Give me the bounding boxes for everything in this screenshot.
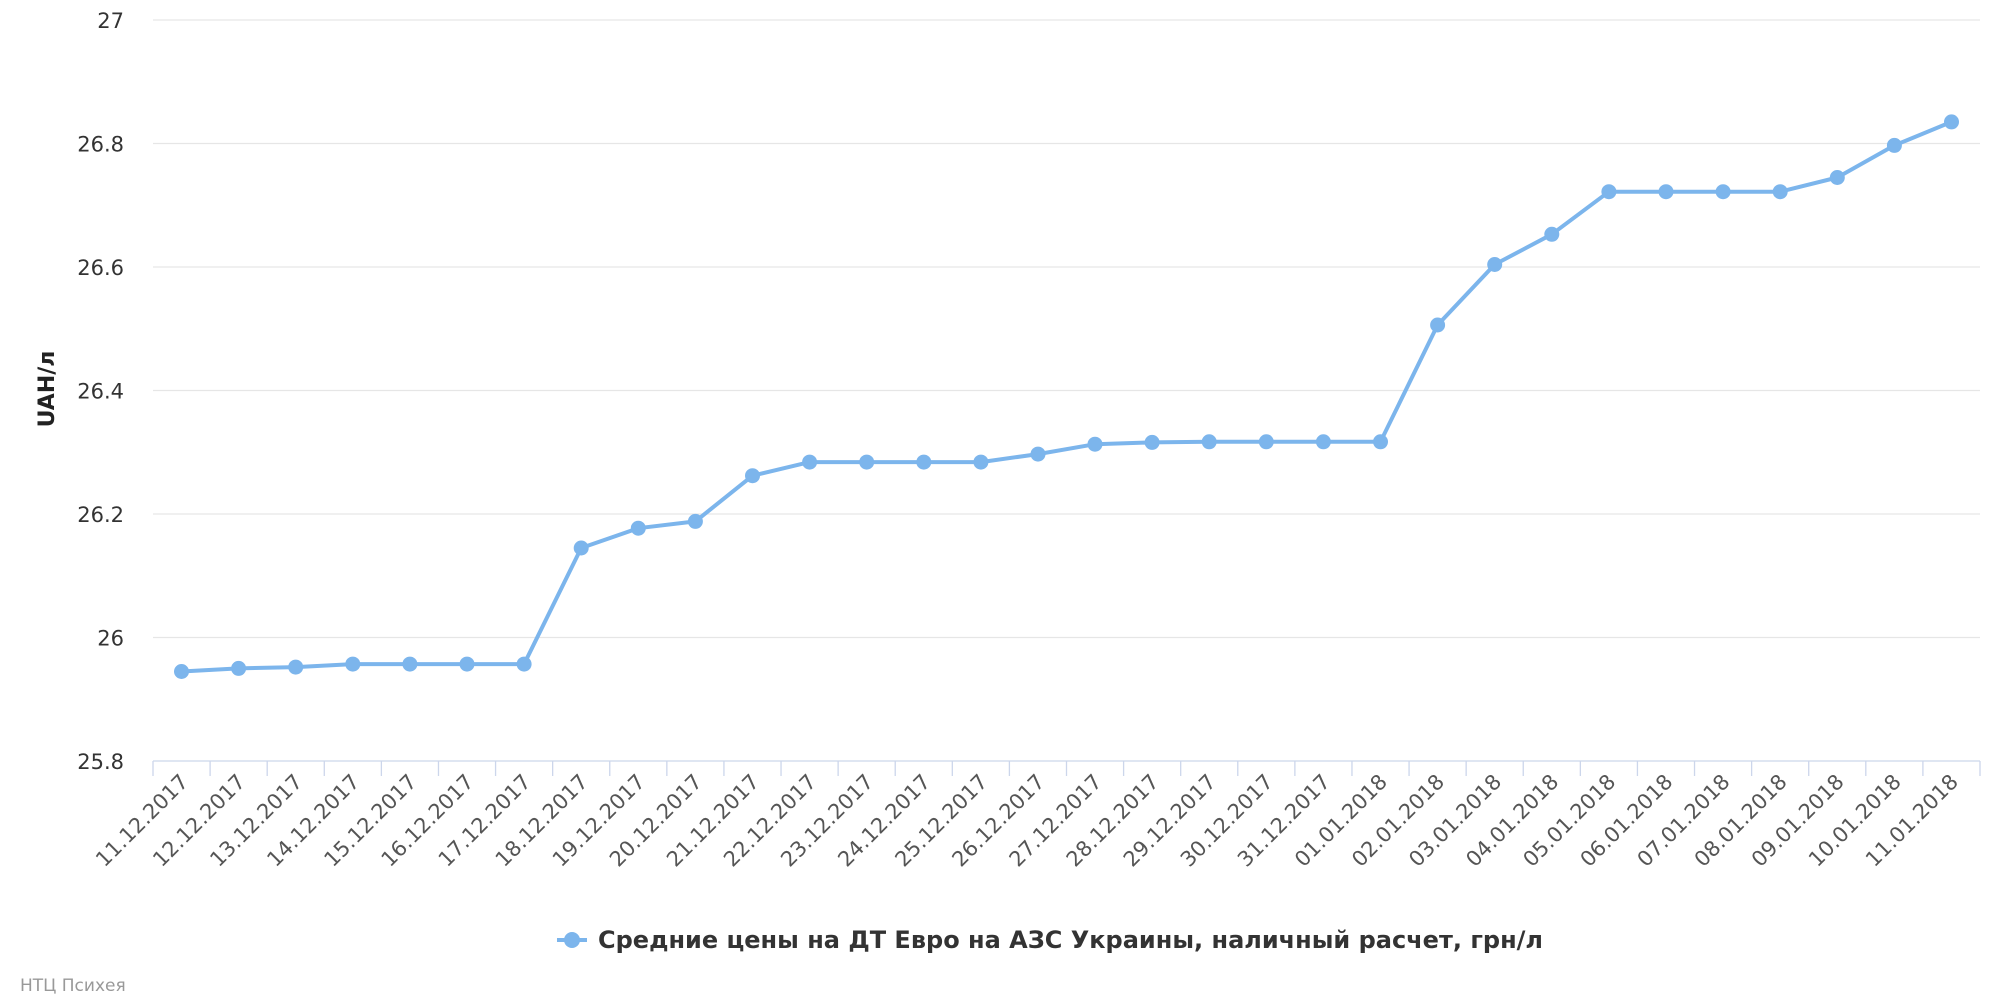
y-tick-label: 26.4 — [77, 380, 124, 404]
legend-series-marker — [564, 932, 580, 948]
data-point[interactable] — [1658, 184, 1674, 200]
series-layer — [174, 114, 1959, 679]
data-point[interactable] — [516, 656, 532, 672]
y-tick-label: 25.8 — [77, 750, 124, 774]
data-point[interactable] — [288, 659, 304, 675]
data-point[interactable] — [174, 664, 189, 679]
data-point[interactable] — [1430, 317, 1446, 333]
data-point[interactable] — [802, 454, 818, 470]
data-point[interactable] — [687, 513, 703, 529]
data-point[interactable] — [1715, 184, 1731, 200]
data-point[interactable] — [630, 520, 646, 536]
data-point[interactable] — [1030, 446, 1046, 462]
data-point[interactable] — [1258, 434, 1274, 450]
data-point[interactable] — [973, 454, 989, 470]
y-axis-title: UAH/л — [35, 351, 60, 428]
data-point[interactable] — [1772, 184, 1788, 200]
data-point[interactable] — [459, 656, 475, 672]
data-point[interactable] — [1829, 170, 1845, 185]
data-point[interactable] — [916, 454, 932, 470]
x-axis-ticks: 11.12.201712.12.201713.12.201714.12.2017… — [91, 770, 1963, 872]
credits-text[interactable]: НТЦ Психея — [20, 976, 126, 996]
data-point[interactable] — [1087, 436, 1103, 452]
y-axis-ticks: 25.8 26 26.2 26.4 26.6 26.8 27 — [77, 9, 124, 774]
gridlines — [153, 19, 1980, 639]
x-axis — [152, 760, 1981, 776]
data-point[interactable] — [1601, 184, 1617, 200]
data-point[interactable] — [1487, 257, 1503, 272]
data-point[interactable] — [859, 454, 875, 470]
data-point[interactable] — [1315, 434, 1331, 450]
data-point[interactable] — [231, 660, 247, 676]
legend-series-label[interactable]: Средние цены на ДТ Евро на АЗС Украины, … — [598, 926, 1543, 954]
y-tick-label: 26 — [97, 627, 124, 651]
data-point[interactable] — [1373, 434, 1388, 450]
data-point[interactable] — [1944, 114, 1959, 130]
data-point[interactable] — [1201, 434, 1217, 450]
data-point[interactable] — [1544, 226, 1560, 242]
y-tick-label: 27 — [97, 9, 124, 33]
y-tick-label: 26.8 — [77, 133, 124, 157]
data-point[interactable] — [745, 468, 760, 484]
legend[interactable]: Средние цены на ДТ Евро на АЗС Украины, … — [557, 926, 1543, 954]
data-point[interactable] — [1144, 434, 1160, 450]
data-point[interactable] — [1886, 137, 1902, 153]
data-point[interactable] — [345, 656, 361, 672]
series-line — [179, 119, 1954, 674]
data-point[interactable] — [573, 540, 589, 556]
data-point[interactable] — [402, 656, 418, 672]
y-tick-label: 26.2 — [77, 503, 124, 527]
y-tick-label: 26.6 — [77, 256, 124, 280]
